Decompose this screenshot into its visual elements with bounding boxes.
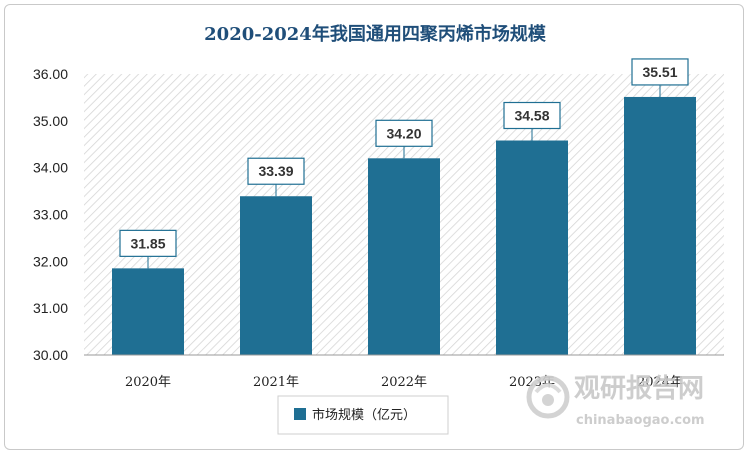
data-label-text: 33.39 <box>258 163 293 179</box>
legend-box <box>277 395 449 435</box>
data-label-box <box>375 119 433 147</box>
x-category-label: 2024年 <box>637 375 683 390</box>
y-tick-label: 35.00 <box>33 113 68 129</box>
y-axis-ticks: 30.00 31.00 32.00 33.00 34.00 35.00 36.00 <box>33 66 68 363</box>
data-label: 34.58 <box>503 101 561 141</box>
legend-label: 市场规模（亿元） <box>312 407 416 423</box>
x-category-label: 2020年 <box>125 375 171 390</box>
y-tick-label: 33.00 <box>33 207 68 223</box>
data-label: 34.20 <box>375 119 433 159</box>
y-tick-label: 30.00 <box>33 347 68 363</box>
legend: 市场规模（亿元） <box>277 395 449 435</box>
bar <box>624 96 696 355</box>
watermark: 观研报告网 chinabaogao.com <box>526 373 705 428</box>
watermark-text-en: chinabaogao.com <box>576 413 705 428</box>
data-label-text: 31.85 <box>130 235 165 251</box>
data-label-box <box>631 58 689 86</box>
watermark-text-cn: 观研报告网 <box>574 373 704 404</box>
data-label: 31.85 <box>119 229 177 269</box>
data-label-box <box>503 101 561 130</box>
x-category-label: 2021年 <box>253 375 299 390</box>
y-tick-label: 32.00 <box>33 253 68 269</box>
data-label: 33.39 <box>247 157 305 197</box>
y-tick-label: 36.00 <box>33 66 68 82</box>
data-label-box <box>247 157 305 185</box>
bar <box>240 196 312 355</box>
watermark-logo-icon <box>526 375 570 419</box>
data-label-text: 34.58 <box>514 108 549 124</box>
bars <box>112 96 696 355</box>
bar <box>112 268 184 355</box>
y-tick-label: 34.00 <box>33 160 68 176</box>
data-label: 35.51 <box>631 58 689 97</box>
data-label-text: 35.51 <box>642 64 677 80</box>
bar <box>496 140 568 355</box>
data-labels: 31.85 33.39 34.20 34.58 35.51 <box>119 58 689 269</box>
y-tick-label: 31.00 <box>33 300 68 316</box>
legend-swatch <box>294 408 306 420</box>
chart-title: 2020-2024年我国通用四聚丙烯市场规模 <box>204 23 547 45</box>
data-label-box <box>119 229 177 257</box>
x-category-label: 2022年 <box>381 375 427 390</box>
bar <box>368 158 440 355</box>
data-label-text: 34.20 <box>386 125 421 141</box>
